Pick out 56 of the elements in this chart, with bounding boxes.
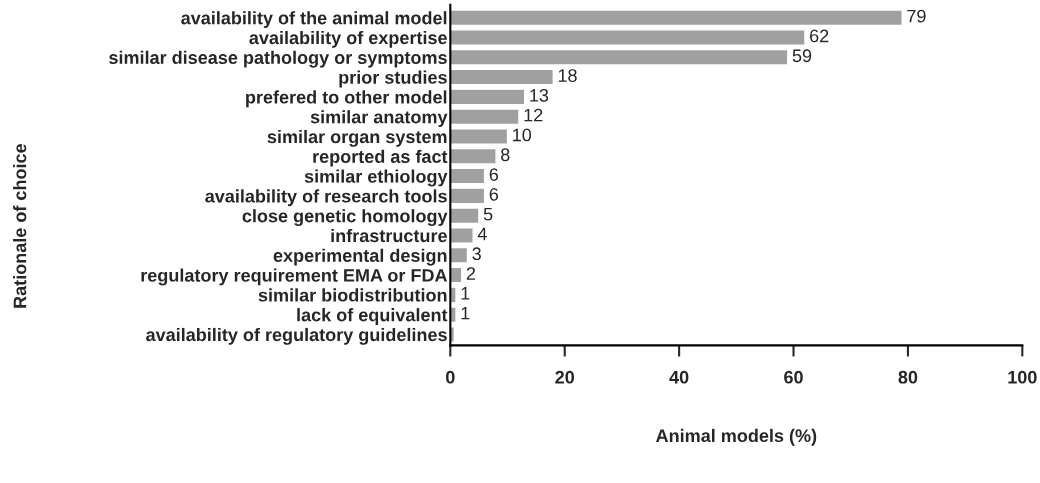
data-label: 62 bbox=[810, 29, 829, 43]
y-tick-label: lack of equivalent bbox=[297, 308, 448, 325]
y-tick-label: availability of the animal model bbox=[181, 11, 447, 28]
data-label: 2 bbox=[466, 267, 476, 280]
data-label: 18 bbox=[558, 69, 577, 82]
bar bbox=[450, 207, 480, 225]
y-tick-label: reported as fact bbox=[313, 149, 448, 167]
y-tick-label: similar organ system bbox=[267, 129, 447, 147]
bar bbox=[450, 29, 806, 46]
y-tick-label: close genetic homology bbox=[242, 209, 448, 227]
data-label: 6 bbox=[489, 168, 499, 181]
data-label: 1 bbox=[461, 287, 470, 300]
data-label: 1 bbox=[461, 306, 470, 320]
y-tick-label: infrastructure bbox=[331, 228, 447, 243]
x-tick-label: 60 bbox=[784, 370, 803, 384]
data-label: 79 bbox=[907, 9, 926, 23]
y-tick-label: similar disease pathology or symptoms bbox=[109, 50, 447, 68]
x-tick-label: 40 bbox=[669, 370, 689, 384]
bar bbox=[450, 108, 520, 126]
data-label: 3 bbox=[472, 247, 481, 261]
data-label: 10 bbox=[513, 128, 532, 142]
y-tick-label: experimental design bbox=[273, 248, 447, 266]
y-tick-label: prefered to other model bbox=[246, 90, 447, 108]
bar bbox=[450, 147, 497, 165]
y-tick-label: similar biodistribution bbox=[258, 288, 447, 302]
y-tick-label: similar ethiology bbox=[304, 169, 448, 187]
x-tick-label: 0 bbox=[446, 370, 455, 384]
data-label: 5 bbox=[483, 207, 493, 221]
bar bbox=[450, 167, 486, 185]
bar bbox=[450, 128, 509, 145]
data-label: 8 bbox=[501, 148, 510, 162]
y-tick-label: similar anatomy bbox=[310, 110, 448, 127]
y-tick-label: availability of research tools bbox=[205, 189, 447, 207]
x-axis-title: Animal models (%) bbox=[656, 428, 817, 446]
bar bbox=[450, 286, 457, 304]
data-label: 12 bbox=[524, 108, 543, 122]
bar bbox=[450, 88, 526, 106]
bar bbox=[450, 9, 903, 27]
y-tick-label: regulatory requirement EMA or FDA bbox=[141, 268, 448, 286]
data-label: 13 bbox=[530, 88, 549, 102]
bar bbox=[450, 48, 789, 66]
bar bbox=[450, 246, 469, 264]
bar bbox=[450, 68, 554, 86]
x-tick-label: 100 bbox=[1008, 370, 1037, 384]
y-tick-label: availability of expertise bbox=[249, 30, 447, 48]
x-tick-label: 20 bbox=[555, 370, 575, 384]
x-tick-label: 80 bbox=[898, 370, 918, 384]
bar bbox=[450, 227, 474, 244]
y-tick-label: availability of regulatory guidelines bbox=[146, 327, 447, 345]
data-label: 6 bbox=[489, 187, 499, 201]
bar bbox=[450, 187, 486, 205]
y-tick-label: prior studies bbox=[339, 70, 447, 88]
y-axis-title: Rationale of choice bbox=[13, 144, 27, 308]
bar bbox=[450, 306, 457, 324]
data-label: 4 bbox=[477, 227, 487, 241]
data-label: 59 bbox=[792, 49, 812, 63]
